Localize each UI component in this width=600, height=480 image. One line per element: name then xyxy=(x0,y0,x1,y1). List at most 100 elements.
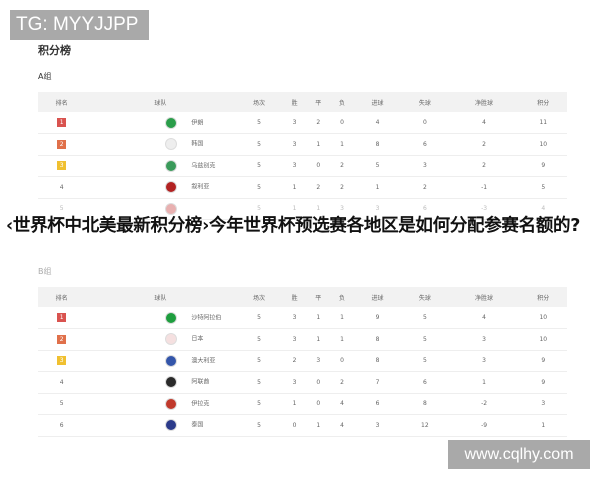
rank-cell: 3 xyxy=(38,350,86,372)
table-row: 1 伊朗 5 3 2 0 4 0 4 11 xyxy=(38,112,567,134)
team-name: 伊拉克 xyxy=(191,400,210,408)
table-row: 5 5 1 1 3 3 6 -3 4 xyxy=(38,198,567,220)
stat-cell: 4 xyxy=(330,414,354,437)
rank-cell: 4 xyxy=(38,371,86,394)
team-name: 伊朗 xyxy=(191,119,204,126)
rank-badge: 2 xyxy=(57,334,67,344)
flag-icon xyxy=(165,397,178,410)
stat-cell: 3 xyxy=(282,371,307,394)
column-header: 净胜球 xyxy=(448,92,520,112)
stat-cell: 5 xyxy=(235,112,283,134)
team-cell: 澳大利亚 xyxy=(85,350,236,372)
table-row: 6 泰国 5 0 1 4 3 12 -9 1 xyxy=(38,414,567,437)
stat-cell: 1 xyxy=(282,393,307,415)
column-header: 进球 xyxy=(353,92,402,112)
group-a-table: 排名 球队 场次胜平负进球 失球 净胜球 积分 1 伊朗 5 3 2 0 4 0 4 11 2 韩国 5 3 1 1 8 6 2… xyxy=(38,92,567,220)
stat-cell: 3 xyxy=(282,307,307,329)
stat-cell: -3 xyxy=(448,198,520,220)
column-header: 失球 xyxy=(401,92,449,112)
stat-cell: 5 xyxy=(235,414,283,437)
stat-cell: 5 xyxy=(235,393,283,415)
stat-cell: 0 xyxy=(401,112,449,134)
stat-cell: 5 xyxy=(235,328,283,351)
stat-cell: 5 xyxy=(235,371,283,394)
stat-cell: 3 xyxy=(448,328,520,351)
team-cell: 伊朗 xyxy=(85,112,236,134)
stat-cell: 5 xyxy=(519,176,567,199)
stat-cell: 1 xyxy=(282,198,307,220)
flag-icon xyxy=(165,311,178,324)
stat-cell: 1 xyxy=(306,328,331,351)
column-header: 负 xyxy=(330,92,354,112)
stat-cell: 5 xyxy=(235,350,283,372)
stat-cell: 3 xyxy=(353,414,402,437)
stat-cell: 2 xyxy=(401,176,449,199)
column-header: 失球 xyxy=(401,287,449,307)
team-cell: 日本 xyxy=(85,328,236,351)
stat-cell: 5 xyxy=(401,350,449,372)
table-row: 2 日本 5 3 1 1 8 5 3 10 xyxy=(38,328,567,351)
stat-cell: 5 xyxy=(235,155,283,177)
stat-cell: 11 xyxy=(519,112,567,134)
stat-cell: 10 xyxy=(519,328,567,351)
column-header: 平 xyxy=(306,92,331,112)
stat-cell: 1 xyxy=(448,371,520,394)
stat-cell: -2 xyxy=(448,393,520,415)
rank-text: 4 xyxy=(59,183,64,191)
column-header: 场次 xyxy=(235,287,283,307)
flag-icon xyxy=(165,333,178,346)
rank-cell: 1 xyxy=(38,307,86,329)
team-cell: 伊拉克 xyxy=(85,393,236,415)
rank-cell: 5 xyxy=(38,393,86,415)
stat-cell: 6 xyxy=(401,198,449,220)
column-header: 积分 xyxy=(519,287,567,307)
stat-cell: 3 xyxy=(282,133,307,156)
stat-cell: 0 xyxy=(330,112,354,134)
group-b-table: 排名 球队 场次胜平负进球 失球 净胜球 积分 1 沙特阿拉伯 5 3 1 1 9 5 4 10 2 日本 5 3 1 1… xyxy=(38,287,567,437)
headline: ‹世界杯中北美最新积分榜›今年世界杯预选赛各地区是如何分配参赛名额的? xyxy=(6,216,581,236)
team-name: 叙利亚 xyxy=(191,183,210,191)
stat-cell: 5 xyxy=(401,328,449,351)
stat-cell: 1 xyxy=(306,133,331,156)
table-row: 4 阿联酋 5 3 0 2 7 6 1 9 xyxy=(38,371,567,394)
flag-icon xyxy=(165,376,178,389)
stat-cell: 8 xyxy=(401,393,449,415)
team-name: 阿联酋 xyxy=(191,378,210,386)
stat-cell: 3 xyxy=(306,350,331,372)
stat-cell: 0 xyxy=(330,350,354,372)
stat-cell: 5 xyxy=(235,176,283,199)
stat-cell: 1 xyxy=(282,176,307,199)
stat-cell: 6 xyxy=(353,393,402,415)
rank-cell: 5 xyxy=(38,198,86,220)
rank-text: 5 xyxy=(59,205,64,213)
stat-cell: 1 xyxy=(330,307,354,329)
column-header: 排名 xyxy=(38,287,86,307)
stat-cell: 3 xyxy=(353,198,402,220)
column-header: 球队 xyxy=(85,92,236,112)
flag-icon xyxy=(165,354,178,367)
stat-cell: 2 xyxy=(448,133,520,156)
rank-text: 6 xyxy=(59,421,64,429)
table-row: 3 澳大利亚 5 2 3 0 8 5 3 9 xyxy=(38,350,567,372)
team-cell: 沙特阿拉伯 xyxy=(85,307,236,329)
stat-cell: 5 xyxy=(235,198,283,220)
stat-cell: -1 xyxy=(448,176,520,199)
stat-cell: 9 xyxy=(519,350,567,372)
team-name: 日本 xyxy=(191,335,204,343)
stat-cell: 3 xyxy=(448,350,520,372)
column-header: 胜 xyxy=(282,92,307,112)
stat-cell: 8 xyxy=(353,133,402,156)
table-row: 3 乌兹别克 5 3 0 2 5 3 2 9 xyxy=(38,155,567,177)
rank-cell: 3 xyxy=(38,155,86,177)
rank-badge: 1 xyxy=(57,313,67,322)
team-name: 泰国 xyxy=(191,421,204,429)
column-header: 场次 xyxy=(235,92,283,112)
rank-badge: 2 xyxy=(57,139,67,149)
stat-cell: 9 xyxy=(519,155,567,177)
rank-cell: 6 xyxy=(38,414,86,437)
team-name: 澳大利亚 xyxy=(191,357,216,365)
stat-cell: 5 xyxy=(401,307,449,329)
stat-cell: -9 xyxy=(448,414,520,437)
stat-cell: 2 xyxy=(306,112,331,134)
stat-cell: 0 xyxy=(282,414,307,437)
